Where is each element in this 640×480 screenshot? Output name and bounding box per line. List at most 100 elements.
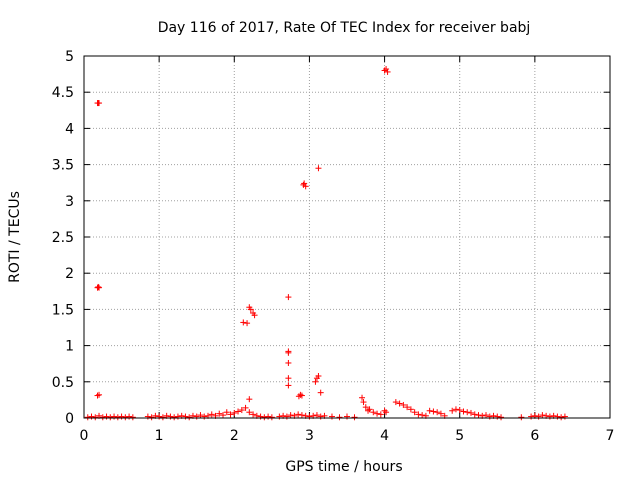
data-point (285, 294, 292, 301)
data-point (92, 414, 99, 421)
data-point (84, 414, 91, 421)
data-point (336, 414, 343, 421)
data-point (238, 407, 245, 414)
data-point (396, 400, 403, 407)
y-tick-label: 0.5 (52, 375, 74, 391)
x-tick-label: 3 (305, 428, 314, 444)
data-point (471, 411, 478, 418)
x-tick-label: 0 (80, 428, 89, 444)
x-tick-label: 2 (230, 428, 239, 444)
data-point (370, 409, 377, 416)
data-point (411, 409, 418, 416)
data-point (306, 413, 313, 420)
data-point (227, 411, 234, 418)
data-point (297, 391, 304, 398)
data-point (242, 404, 249, 411)
data-point (298, 412, 305, 419)
data-point (118, 413, 125, 420)
data-point (171, 414, 178, 421)
data-point (400, 401, 407, 408)
data-point (235, 408, 242, 415)
data-point (374, 410, 381, 417)
data-point (96, 284, 103, 291)
data-point (467, 409, 474, 416)
data-point (246, 409, 253, 416)
data-point (257, 413, 264, 420)
data-point (554, 413, 561, 420)
data-point (295, 411, 302, 418)
plot-frame (83, 55, 611, 419)
data-point (231, 409, 238, 416)
data-point (415, 411, 422, 418)
data-point (359, 394, 366, 401)
data-point (122, 414, 129, 421)
y-tick-label: 1.5 (52, 302, 74, 318)
data-point (268, 414, 275, 421)
data-point (265, 413, 272, 420)
data-point (148, 414, 155, 421)
data-point (240, 319, 247, 326)
data-point (96, 100, 103, 107)
data-point (247, 306, 254, 313)
data-point (99, 414, 106, 421)
data-point (216, 410, 223, 417)
data-point (313, 412, 320, 419)
x-tick-label: 5 (455, 428, 464, 444)
data-point (381, 407, 388, 414)
data-point (460, 408, 467, 415)
data-point (312, 378, 319, 385)
y-tick-label: 3 (65, 194, 74, 210)
data-point (251, 312, 258, 319)
data-point (193, 413, 200, 420)
data-point (295, 393, 302, 400)
data-point (475, 412, 482, 419)
data-points (84, 66, 568, 421)
x-tick-label: 7 (606, 428, 615, 444)
y-tick-label: 2 (65, 266, 74, 282)
y-tick-label: 0 (65, 411, 74, 427)
data-point (362, 404, 369, 411)
data-point (539, 412, 546, 419)
y-tick-label: 3.5 (52, 158, 74, 174)
data-point (449, 407, 456, 414)
data-point (328, 413, 335, 420)
data-point (483, 412, 490, 419)
data-point (302, 183, 309, 190)
data-point (377, 411, 384, 418)
data-point (498, 414, 505, 421)
y-tick-label: 4.5 (52, 85, 74, 101)
data-point (456, 407, 463, 414)
data-point (95, 283, 102, 290)
data-point (404, 404, 411, 411)
data-point (129, 414, 136, 421)
data-point (383, 409, 390, 416)
data-point (430, 408, 437, 415)
data-point (317, 413, 324, 420)
data-point (434, 409, 441, 416)
data-point (246, 396, 253, 403)
y-axis-title: ROTI / TECUs (7, 191, 23, 283)
grid-lines (84, 56, 610, 418)
data-point (114, 414, 121, 421)
data-point (360, 399, 367, 406)
data-point (285, 382, 292, 389)
x-axis-title: GPS time / hours (285, 459, 402, 475)
data-point (452, 406, 459, 413)
data-point (103, 413, 110, 420)
data-point (558, 414, 565, 421)
data-point (407, 406, 414, 413)
data-point (437, 410, 444, 417)
data-point (88, 413, 95, 420)
data-point (494, 413, 501, 420)
data-point (561, 413, 568, 420)
data-point (186, 414, 193, 421)
data-point (383, 66, 390, 73)
data-point (528, 413, 535, 420)
y-tick-label: 1 (65, 339, 74, 355)
data-point (182, 413, 189, 420)
data-point (301, 180, 308, 187)
x-tick-label: 4 (380, 428, 389, 444)
data-point (201, 413, 208, 420)
data-point (298, 392, 305, 399)
